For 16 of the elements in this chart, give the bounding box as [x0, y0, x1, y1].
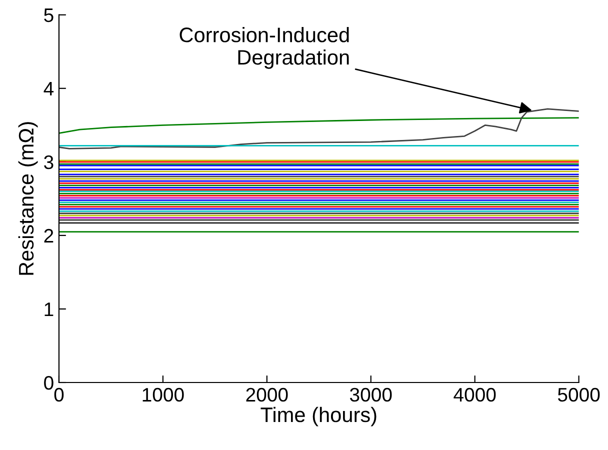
- x-tick-label: 0: [54, 388, 64, 402]
- y-tick-label: 3: [44, 155, 54, 170]
- annotation: Corrosion-Induced Degradation: [180, 27, 349, 69]
- x-tick-label: 1000: [142, 388, 184, 402]
- y-tick-label: 1: [44, 302, 54, 316]
- y-tick-label: 4: [44, 82, 54, 96]
- y-tick-label: 0: [44, 376, 54, 390]
- x-axis-title: Time (hours): [260, 406, 376, 426]
- y-tick-label: 2: [44, 228, 54, 242]
- y-tick-label: 5: [44, 8, 54, 22]
- y-axis-title: Resistance (mΩ): [18, 122, 38, 275]
- line-series: [58, 117, 579, 134]
- x-tick-label: 4000: [454, 388, 496, 402]
- x-tick-label: 3000: [350, 388, 392, 402]
- x-tick-label: 5000: [558, 388, 600, 402]
- x-tick-label: 2000: [246, 388, 288, 402]
